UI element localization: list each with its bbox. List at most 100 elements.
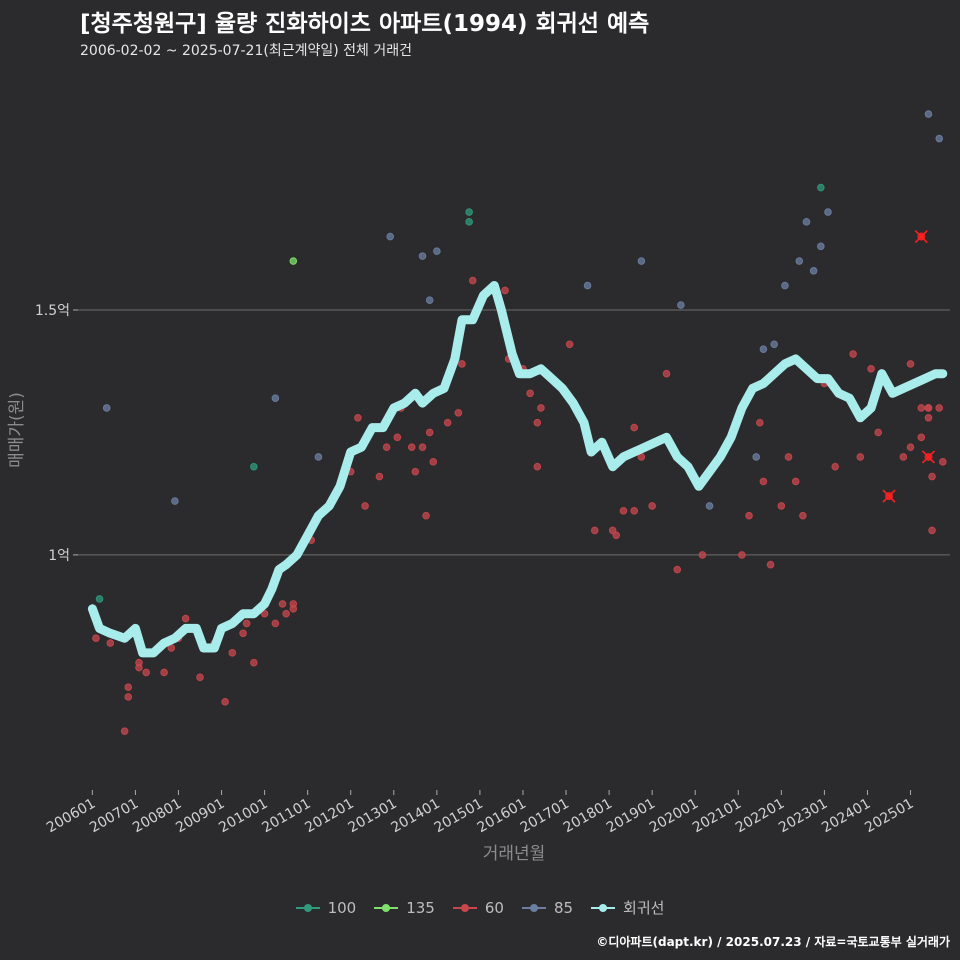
data-point-60	[874, 428, 883, 437]
x-tick-label: 202401	[819, 796, 873, 837]
y-tick-label: 1.5억	[35, 303, 70, 319]
data-point-60	[282, 609, 290, 618]
data-point-60	[533, 462, 542, 471]
data-point-85	[935, 134, 944, 143]
data-point-100	[817, 183, 825, 192]
highlighted-point	[882, 489, 896, 503]
data-point-60	[924, 413, 933, 422]
data-point-85	[637, 257, 646, 265]
x-tick-label: 201801	[561, 796, 615, 837]
data-point-85	[677, 301, 685, 309]
data-point-60	[784, 453, 793, 461]
grid-lines	[78, 309, 950, 556]
data-point-85	[824, 208, 832, 216]
data-point-60	[619, 507, 628, 515]
x-tick-label: 201301	[345, 796, 399, 837]
data-point-60	[120, 727, 129, 736]
data-point-60	[856, 453, 865, 461]
data-point-60	[537, 404, 545, 412]
x-tick-label: 201701	[518, 796, 572, 837]
data-point-85	[386, 232, 394, 241]
data-point-85	[271, 394, 280, 402]
data-point-60	[429, 458, 438, 466]
data-point-60	[142, 668, 150, 677]
legend-item-trend: 회귀선	[591, 897, 664, 918]
data-point-60	[382, 443, 391, 451]
data-point-60	[939, 458, 947, 466]
legend-item-85: 85	[521, 897, 574, 918]
data-point-60	[928, 472, 936, 481]
data-point-60	[533, 418, 542, 427]
data-point-60	[745, 511, 753, 520]
data-point-60	[662, 369, 671, 378]
data-point-60	[135, 663, 143, 672]
data-point-135	[289, 257, 298, 265]
x-tick-label: 201501	[432, 796, 486, 837]
legend-key-trend	[591, 901, 616, 915]
chart-subtitle: 2006-02-02 ~ 2025-07-21(최근계약일) 전체 거래건	[80, 43, 412, 59]
data-point-60	[239, 629, 247, 638]
data-point-60	[250, 658, 258, 667]
data-point-60	[271, 619, 280, 628]
data-point-60	[917, 404, 926, 412]
data-point-60	[124, 683, 133, 691]
data-point-60	[738, 551, 746, 559]
data-point-85	[809, 267, 818, 275]
data-point-60	[289, 604, 298, 613]
data-point-60	[906, 443, 915, 451]
data-point-60	[181, 614, 190, 623]
data-point-85	[752, 453, 761, 461]
data-point-60	[924, 404, 933, 412]
data-point-85	[102, 404, 111, 412]
highlighted-point	[914, 229, 928, 244]
x-axis-label: 거래년월	[483, 844, 546, 864]
legend-item-60: 60	[452, 897, 504, 918]
data-point-85	[770, 340, 778, 349]
data-point-60	[196, 673, 204, 682]
data-point-85	[781, 281, 789, 290]
data-point-60	[849, 350, 857, 358]
x-tick-label: 201001	[216, 796, 270, 837]
data-point-60	[756, 418, 764, 427]
data-point-60	[526, 389, 534, 398]
data-point-60	[454, 409, 463, 417]
data-point-60	[777, 502, 786, 510]
data-point-60	[648, 502, 656, 510]
data-point-60	[565, 340, 574, 349]
data-point-60	[411, 467, 420, 476]
x-tick-label: 201201	[302, 796, 356, 837]
y-axis-ticks: 1억 1.5억	[35, 303, 78, 564]
x-tick-label: 202501	[862, 796, 916, 837]
data-point-60	[590, 526, 599, 535]
data-point-100	[465, 208, 473, 216]
data-point-60	[673, 565, 682, 574]
data-point-85	[795, 257, 804, 265]
data-point-60	[935, 404, 944, 412]
data-point-60	[899, 453, 908, 461]
x-tick-label: 201901	[604, 796, 658, 837]
data-point-60	[698, 551, 707, 559]
chart-title: [청주청원구] 율량 진화하이츠 아파트(1994) 회귀선 예측	[80, 11, 650, 37]
data-point-60	[124, 693, 133, 701]
data-point-60	[867, 364, 875, 373]
data-point-60	[160, 668, 168, 677]
highlighted-points	[882, 229, 936, 503]
data-point-60	[501, 286, 509, 295]
x-tick-label: 201101	[259, 796, 313, 837]
y-tick-label: 1억	[48, 548, 70, 564]
data-point-60	[630, 423, 639, 432]
data-point-60	[260, 609, 269, 618]
data-point-60	[242, 619, 251, 628]
data-point-60	[228, 649, 237, 657]
data-point-100	[465, 218, 473, 226]
legend-label-85: 85	[553, 898, 574, 917]
data-point-60	[458, 360, 466, 368]
data-point-60	[831, 462, 839, 471]
data-point-60	[906, 360, 915, 368]
data-point-60	[418, 443, 427, 451]
data-point-60	[612, 531, 621, 540]
x-tick-label: 202101	[690, 796, 744, 837]
regression-line	[87, 281, 948, 658]
data-point-85	[583, 281, 592, 290]
